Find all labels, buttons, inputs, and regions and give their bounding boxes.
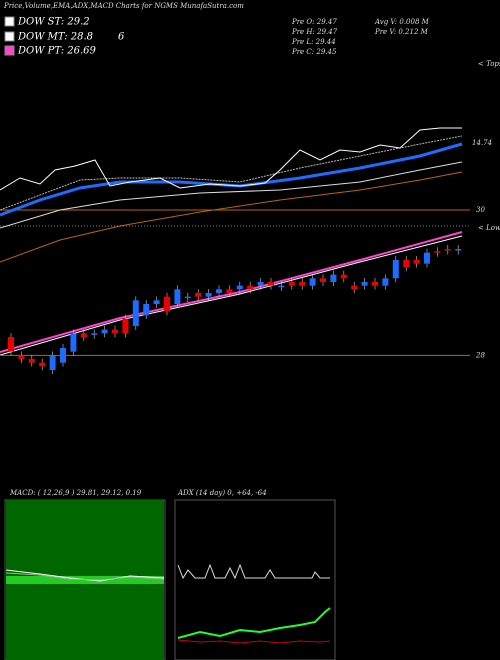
ema-line <box>0 171 463 263</box>
info: Pre H: 29.47 <box>291 28 338 36</box>
legend-entry: DOW ST: 29.2 <box>17 17 90 28</box>
candle-body <box>153 300 160 304</box>
candle-body <box>278 285 285 288</box>
candle-body <box>18 355 25 359</box>
info: Pre C: 29.45 <box>291 48 337 56</box>
candle-body <box>112 329 118 334</box>
ema-line <box>0 161 463 229</box>
candle-body <box>195 293 202 297</box>
legend-entry: DOW PT: 26.69 <box>17 46 97 57</box>
title: Price,Volume,EMA,ADX,MACD Charts for NGM… <box>3 2 244 10</box>
candle-body <box>236 285 243 290</box>
legend-swatch <box>4 31 15 42</box>
candle-body <box>49 355 56 370</box>
candle-body <box>268 282 274 286</box>
candle-body <box>330 274 337 282</box>
axis-label: 30 <box>476 206 485 214</box>
candle-body <box>424 252 430 264</box>
candle-body <box>216 289 222 293</box>
axis-label: 14.74 <box>472 139 492 147</box>
candle-body <box>8 337 14 352</box>
candle-body <box>205 293 212 297</box>
ema-line <box>0 135 463 211</box>
candle-body <box>174 289 181 304</box>
annotation: < Tops <box>478 60 500 68</box>
candle-body <box>372 282 378 286</box>
panel-title: MACD: ( 12,26,9 ) 29.81, 29.12, 0.19 <box>9 489 142 497</box>
legend-note: 6 <box>118 32 125 43</box>
signal-line <box>5 572 165 581</box>
ema-line <box>0 235 463 356</box>
candle-body <box>28 359 35 363</box>
candle-body <box>288 282 295 286</box>
candle-body <box>403 260 410 268</box>
candle-body <box>164 296 170 312</box>
candle-body <box>80 333 87 337</box>
plus-di-line <box>177 607 331 639</box>
info: Pre V: 0.212 M <box>374 28 429 36</box>
candle-body <box>361 282 368 286</box>
candle-body <box>91 333 98 335</box>
candle-body <box>455 249 462 251</box>
candle-body <box>299 282 306 286</box>
candle-body <box>320 278 326 282</box>
candle-body <box>60 348 66 363</box>
candle-body <box>340 274 347 279</box>
legend-entry: DOW MT: 28.8 <box>17 32 93 43</box>
candle-body <box>143 304 150 315</box>
minus-di-line <box>177 639 331 644</box>
candle-body <box>132 300 139 326</box>
info: Avg V: 0.008 M <box>374 18 430 26</box>
price-line <box>0 127 462 191</box>
candle-body <box>392 260 399 279</box>
candle-body <box>101 329 108 334</box>
candle-body <box>226 289 233 293</box>
candle-body <box>39 362 46 367</box>
candle-body <box>434 251 441 253</box>
info: Pre L: 29.44 <box>291 38 336 46</box>
candle-body <box>247 285 254 290</box>
candle-body <box>70 333 77 352</box>
legend-swatch <box>4 45 15 56</box>
legend-swatch <box>4 16 15 27</box>
adx-line <box>177 563 330 580</box>
adx-panel <box>174 499 336 660</box>
candle-body <box>122 318 129 334</box>
candle-body <box>444 249 451 251</box>
annotation: < Lows <box>478 224 500 232</box>
panel-title: ADX (14 day) 0, +64, -64 <box>177 489 267 497</box>
candle-body <box>257 282 264 286</box>
upper-panel <box>0 127 470 263</box>
y-tick-label: 28 <box>475 351 485 359</box>
candle-body <box>382 278 389 286</box>
candle-body <box>351 285 358 290</box>
candle-body <box>309 278 316 286</box>
candle-body <box>413 260 420 264</box>
candle-body <box>184 296 191 299</box>
info: Pre O: 29.47 <box>291 18 337 26</box>
